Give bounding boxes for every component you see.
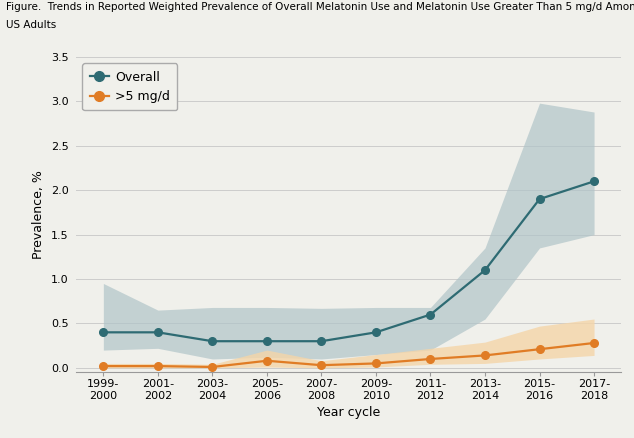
Text: Figure.  Trends in Reported Weighted Prevalence of Overall Melatonin Use and Mel: Figure. Trends in Reported Weighted Prev… — [6, 2, 634, 12]
Legend: Overall, >5 mg/d: Overall, >5 mg/d — [82, 63, 178, 110]
Y-axis label: Prevalence, %: Prevalence, % — [32, 170, 45, 259]
Text: US Adults: US Adults — [6, 20, 56, 30]
X-axis label: Year cycle: Year cycle — [317, 406, 380, 420]
